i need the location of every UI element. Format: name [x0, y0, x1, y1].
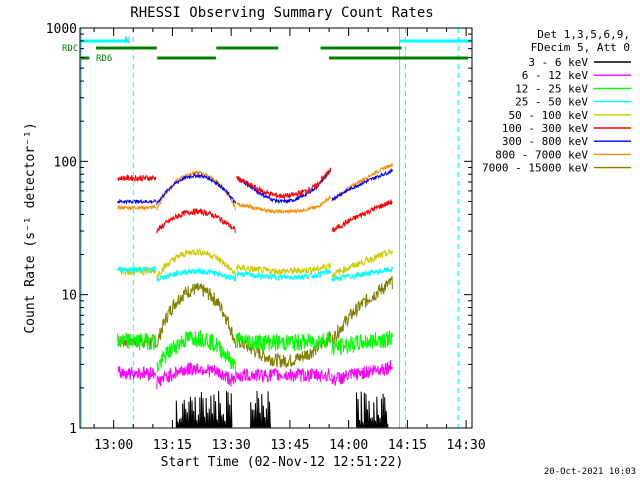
- legend-label: 7000 - 15000 keV: [482, 162, 588, 175]
- x-tick-label: 13:15: [153, 438, 192, 453]
- legend-label: 300 - 800 keV: [502, 135, 588, 148]
- legend-label: 12 - 25 keV: [515, 82, 588, 95]
- plot-layers: N RDC RD6 13:00 13:15 13:30 13:45 14:00 14:15 14…: [46, 22, 486, 453]
- legend-label: 3 - 6 keV: [528, 56, 588, 69]
- y-tick-label: 10: [61, 289, 77, 304]
- series-line: [117, 248, 393, 279]
- series-layer: [117, 163, 393, 429]
- y-tick-label: 1000: [46, 22, 77, 37]
- series-line: [117, 167, 393, 234]
- legend-label: 6 - 12 keV: [522, 69, 589, 82]
- x-tick-label: 13:30: [212, 438, 251, 453]
- y-axis-label: Count Rate (s⁻¹ detector⁻¹): [23, 122, 38, 333]
- legend-header-line-2: FDecim 5, Att 0: [531, 41, 630, 54]
- series-line: [117, 265, 393, 283]
- y-tick-label: 1: [69, 422, 77, 437]
- legend-label: 800 - 7000 keV: [495, 148, 588, 161]
- legend: Det 1,3,5,6,9, FDecim 5, Att 0 3 - 6 keV…: [482, 28, 631, 175]
- rdc-flag-label: RDC: [62, 44, 78, 54]
- chart-title: RHESSI Observing Summary Count Rates: [130, 5, 433, 21]
- x-tick-label: 14:00: [329, 438, 368, 453]
- series-line: [175, 390, 388, 429]
- tick-layer: 13:00 13:15 13:30 13:45 14:00 14:15 14:30 1 10 10…: [46, 22, 486, 453]
- legend-label: 50 - 100 keV: [509, 109, 589, 122]
- footer-timestamp: 20-Oct-2021 10:03: [544, 467, 636, 477]
- series-line: [117, 163, 393, 215]
- x-tick-label: 14:30: [447, 438, 486, 453]
- series-line: [117, 330, 393, 377]
- plot-frame: [79, 27, 473, 429]
- night-flag-label: N: [125, 36, 130, 46]
- flag-layer: N RDC RD6: [62, 28, 471, 428]
- x-tick-label: 13:00: [94, 438, 133, 453]
- legend-header-line-1: Det 1,3,5,6,9,: [537, 28, 630, 41]
- legend-label: 25 - 50 keV: [515, 96, 588, 109]
- x-axis-label: Start Time (02-Nov-12 12:51:22): [161, 455, 404, 470]
- y-tick-label: 100: [54, 155, 77, 170]
- x-tick-label: 13:45: [270, 438, 309, 453]
- legend-label: 100 - 300 keV: [502, 122, 588, 135]
- x-tick-label: 14:15: [388, 438, 427, 453]
- series-line: [117, 360, 393, 390]
- series-line: [117, 275, 393, 368]
- series-line: [117, 167, 393, 206]
- rd6-flag-label: RD6: [96, 54, 112, 64]
